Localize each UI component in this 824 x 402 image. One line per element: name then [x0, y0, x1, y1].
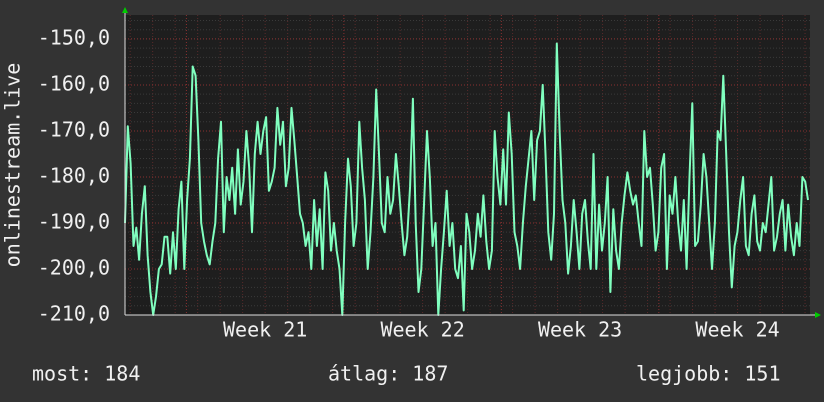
- y-tick-label: -190,0: [38, 209, 110, 233]
- y-tick-label: -180,0: [38, 163, 110, 187]
- y-tick-label: -170,0: [38, 117, 110, 141]
- y-tick-label: -200,0: [38, 255, 110, 279]
- x-tick-label: Week 24: [695, 318, 779, 342]
- footer-average: átlag: 187: [328, 362, 448, 386]
- axis-arrow: [815, 312, 821, 318]
- y-tick-label: -160,0: [38, 71, 110, 95]
- footer-current: most: 184: [32, 362, 140, 386]
- x-tick-label: Week 21: [223, 318, 307, 342]
- footer-best: legjobb: 151: [636, 362, 781, 386]
- x-tick-label: Week 22: [380, 318, 464, 342]
- data-line: [124, 42, 809, 316]
- y-tick-label: -210,0: [38, 302, 110, 326]
- axis-arrow: [122, 7, 128, 13]
- y-axis-label: onlinestream.live: [1, 63, 25, 268]
- y-tick-label: -150,0: [38, 25, 110, 49]
- x-tick-label: Week 23: [538, 318, 622, 342]
